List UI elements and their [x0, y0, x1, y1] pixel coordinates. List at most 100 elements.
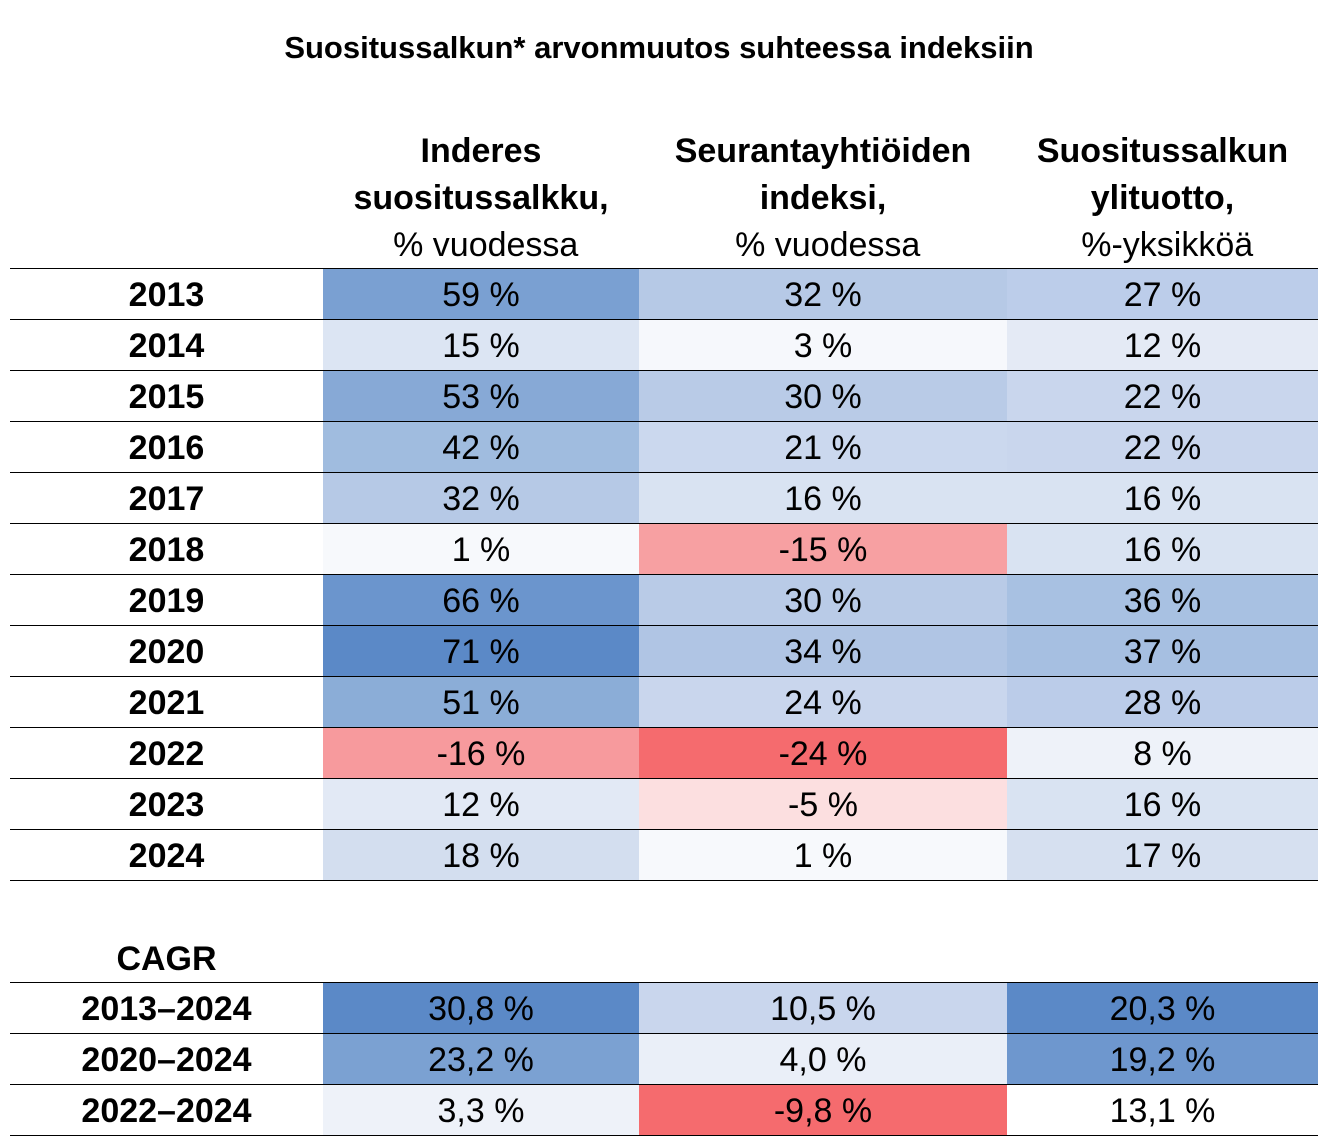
row-divider — [10, 472, 1318, 473]
cagr-cell-index: 4,0 % — [639, 1034, 1007, 1084]
cagr-row: 2022–2024 3,3 % -9,8 % 13,1 % — [10, 1085, 1318, 1135]
annual-cell-portfolio: 42 % — [323, 422, 639, 472]
annual-row-label: 2021 — [128, 684, 205, 722]
annual-cell-index: 30 % — [639, 371, 1007, 421]
annual-row-label: 2018 — [128, 531, 205, 569]
annual-cell-index: 1 % — [639, 830, 1007, 880]
annual-cell-index: 21 % — [639, 422, 1007, 472]
chart-title: Suositussalkun* arvonmuutos suhteessa in… — [284, 30, 1034, 65]
annual-cell-excess: 17 % — [1007, 830, 1318, 880]
column-header-portfolio-unit: % vuodessa — [393, 225, 579, 264]
annual-cell-index: 32 % — [639, 269, 1007, 319]
cagr-cell-excess: 20,3 % — [1007, 983, 1318, 1033]
annual-row: 2020 71 % 34 % 37 % — [10, 626, 1318, 676]
annual-cell-portfolio: 15 % — [323, 320, 639, 370]
annual-row: 2022 -16 % -24 % 8 % — [10, 728, 1318, 778]
annual-cell-index: -24 % — [639, 728, 1007, 778]
column-header-excess-unit: %-yksikköä — [1081, 225, 1254, 264]
cagr-row-label: 2022–2024 — [81, 1092, 252, 1130]
annual-cell-index: 34 % — [639, 626, 1007, 676]
annual-row-label: 2013 — [128, 276, 205, 314]
annual-cell-portfolio: 1 % — [323, 524, 639, 574]
column-header-excess-bold: Suositussalkun ylituotto, — [1036, 131, 1289, 217]
cagr-cell-index: 10,5 % — [639, 983, 1007, 1033]
cagr-cell-portfolio: 3,3 % — [323, 1085, 639, 1135]
annual-cell-index: 16 % — [639, 473, 1007, 523]
row-divider — [10, 1135, 1318, 1136]
row-divider — [10, 268, 1318, 269]
annual-row-label: 2019 — [128, 582, 205, 620]
annual-row-label: 2016 — [128, 429, 205, 467]
annual-row-label: 2014 — [128, 327, 205, 365]
annual-row-label: 2023 — [128, 786, 205, 824]
row-divider — [10, 1033, 1318, 1034]
annual-cell-portfolio: 12 % — [323, 779, 639, 829]
annual-cell-excess: 22 % — [1007, 422, 1318, 472]
row-divider — [10, 1084, 1318, 1085]
annual-row: 2016 42 % 21 % 22 % — [10, 422, 1318, 472]
annual-row-label: 2015 — [128, 378, 205, 416]
row-divider — [10, 676, 1318, 677]
cagr-row-label: 2013–2024 — [81, 990, 252, 1028]
cagr-cell-excess: 13,1 % — [1007, 1085, 1318, 1135]
annual-cell-portfolio: 32 % — [323, 473, 639, 523]
column-header-index: Seurantayhtiöiden indeksi, % vuodessa — [639, 128, 1007, 268]
row-divider — [10, 727, 1318, 728]
row-divider — [10, 574, 1318, 575]
row-divider — [10, 370, 1318, 371]
cagr-cell-portfolio: 30,8 % — [323, 983, 639, 1033]
row-divider — [10, 829, 1318, 830]
annual-row: 2018 1 % -15 % 16 % — [10, 524, 1318, 574]
annual-row-label: 2020 — [128, 633, 205, 671]
annual-cell-index: 30 % — [639, 575, 1007, 625]
annual-row-label: 2022 — [128, 735, 205, 773]
annual-cell-portfolio: 66 % — [323, 575, 639, 625]
annual-cell-excess: 36 % — [1007, 575, 1318, 625]
annual-cell-excess: 16 % — [1007, 524, 1318, 574]
annual-row: 2023 12 % -5 % 16 % — [10, 779, 1318, 829]
annual-row: 2015 53 % 30 % 22 % — [10, 371, 1318, 421]
annual-row: 2013 59 % 32 % 27 % — [10, 269, 1318, 319]
row-divider — [10, 982, 1318, 983]
row-divider — [10, 523, 1318, 524]
annual-cell-portfolio: 51 % — [323, 677, 639, 727]
annual-cell-index: -5 % — [639, 779, 1007, 829]
annual-cell-excess: 28 % — [1007, 677, 1318, 727]
annual-cell-portfolio: 59 % — [323, 269, 639, 319]
annual-cell-excess: 27 % — [1007, 269, 1318, 319]
cagr-row: 2020–2024 23,2 % 4,0 % 19,2 % — [10, 1034, 1318, 1084]
annual-row: 2014 15 % 3 % 12 % — [10, 320, 1318, 370]
column-header-index-unit: % vuodessa — [735, 225, 921, 264]
row-divider — [10, 421, 1318, 422]
annual-row-label: 2017 — [128, 480, 205, 518]
cagr-cell-portfolio: 23,2 % — [323, 1034, 639, 1084]
annual-row-label: 2024 — [128, 837, 205, 875]
annual-cell-index: -15 % — [639, 524, 1007, 574]
annual-cell-excess: 12 % — [1007, 320, 1318, 370]
column-header-portfolio: Inderes suositussalkku, % vuodessa — [323, 128, 639, 268]
annual-cell-portfolio: 18 % — [323, 830, 639, 880]
cagr-row-label: 2020–2024 — [81, 1041, 252, 1079]
annual-cell-portfolio: 53 % — [323, 371, 639, 421]
annual-cell-index: 3 % — [639, 320, 1007, 370]
annual-row: 2021 51 % 24 % 28 % — [10, 677, 1318, 727]
column-header-excess: Suositussalkun ylituotto, %-yksikköä — [1007, 128, 1318, 268]
annual-row: 2024 18 % 1 % 17 % — [10, 830, 1318, 880]
column-header-portfolio-bold: Inderes suositussalkku, — [353, 131, 609, 217]
annual-cell-excess: 8 % — [1007, 728, 1318, 778]
annual-row: 2017 32 % 16 % 16 % — [10, 473, 1318, 523]
cagr-row: 2013–2024 30,8 % 10,5 % 20,3 % — [10, 983, 1318, 1033]
cagr-cell-index: -9,8 % — [639, 1085, 1007, 1135]
annual-cell-excess: 16 % — [1007, 779, 1318, 829]
row-divider — [10, 880, 1318, 881]
cagr-label: CAGR — [116, 940, 217, 978]
row-divider — [10, 778, 1318, 779]
row-divider — [10, 319, 1318, 320]
annual-cell-portfolio: -16 % — [323, 728, 639, 778]
annual-cell-excess: 37 % — [1007, 626, 1318, 676]
annual-cell-portfolio: 71 % — [323, 626, 639, 676]
annual-row: 2019 66 % 30 % 36 % — [10, 575, 1318, 625]
column-header-index-bold: Seurantayhtiöiden indeksi, — [674, 131, 972, 217]
annual-cell-excess: 16 % — [1007, 473, 1318, 523]
annual-cell-index: 24 % — [639, 677, 1007, 727]
